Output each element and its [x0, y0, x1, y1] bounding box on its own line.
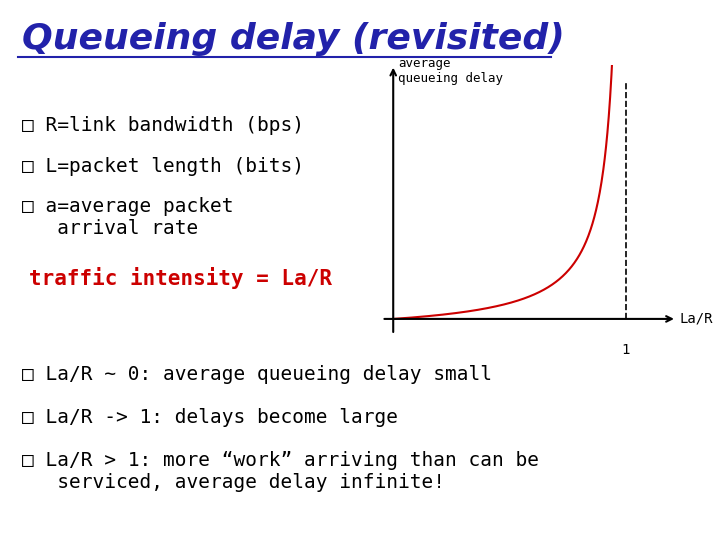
Text: □ a=average packet
   arrival rate: □ a=average packet arrival rate [22, 197, 233, 238]
Text: □ La/R ~ 0: average queueing delay small: □ La/R ~ 0: average queueing delay small [22, 364, 492, 383]
Text: □ L=packet length (bits): □ L=packet length (bits) [22, 157, 304, 176]
Text: □ R=link bandwidth (bps): □ R=link bandwidth (bps) [22, 116, 304, 135]
Text: 1: 1 [621, 343, 630, 357]
Text: □ La/R > 1: more “work” arriving than can be
   serviced, average delay infinite: □ La/R > 1: more “work” arriving than ca… [22, 451, 539, 492]
Text: Queueing delay (revisited): Queueing delay (revisited) [22, 22, 564, 56]
Text: La/R: La/R [679, 312, 713, 326]
Text: □ La/R -> 1: delays become large: □ La/R -> 1: delays become large [22, 408, 397, 427]
Text: average
queueing delay: average queueing delay [398, 57, 503, 85]
Text: traffic intensity = La/R: traffic intensity = La/R [29, 267, 332, 289]
